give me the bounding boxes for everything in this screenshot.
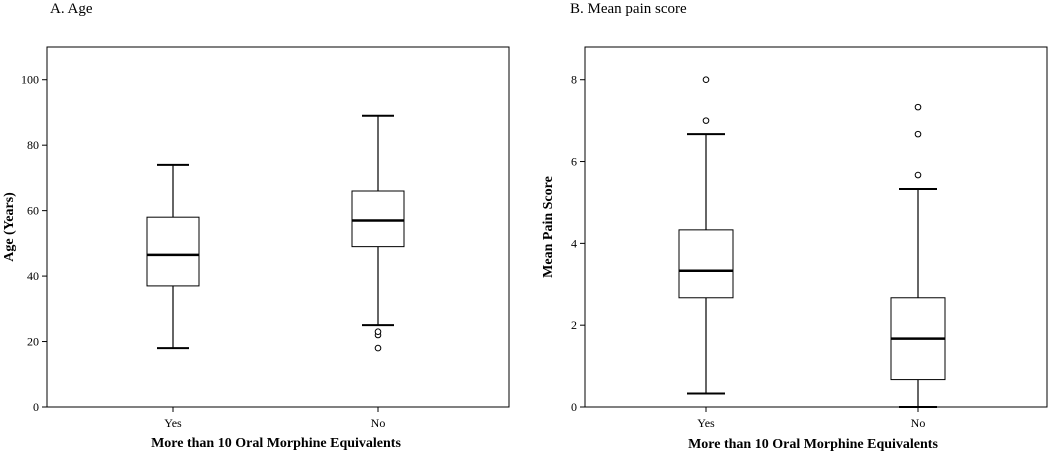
panel-b-x-axis-label: More than 10 Oral Morphine Equivalents: [688, 437, 938, 452]
y-tick-label: 20: [27, 335, 39, 349]
outlier-point: [914, 171, 922, 179]
y-tick-label: 6: [571, 155, 577, 169]
iqr-box: [351, 190, 405, 248]
box-no: [890, 103, 946, 408]
y-tick-label: 60: [27, 204, 39, 218]
y-tick-label: 100: [21, 73, 39, 87]
box-yes: [678, 76, 734, 395]
panel-b-y-axis: 0 2 4 6 8: [571, 73, 585, 414]
y-tick-label: 2: [571, 318, 577, 332]
y-tick-label: 40: [27, 269, 39, 283]
panel-a: A. Age 0 20 40 60 80 100 Yes No More than 10 O…: [2, 1, 510, 451]
panel-a-y-axis-label: Age (Years): [2, 192, 17, 262]
panel-a-boxes: [146, 114, 405, 352]
panel-b-boxes: [678, 76, 946, 408]
panel-a-plot-frame: [46, 46, 510, 408]
panel-a-title: A. Age: [50, 1, 93, 17]
panel-b-x-axis: Yes No: [697, 407, 925, 430]
panel-a-y-axis: 0 20 40 60 80 100: [21, 73, 47, 414]
y-tick-label: 0: [571, 400, 577, 414]
iqr-box: [146, 216, 200, 287]
y-tick-label: 8: [571, 73, 577, 87]
x-tick-label: Yes: [164, 416, 182, 430]
panel-b-plot-frame: [584, 46, 1048, 408]
panel-a-x-axis-label: More than 10 Oral Morphine Equivalents: [151, 436, 401, 451]
panel-b: B. Mean pain score 0 2 4 6 8 Yes No More than…: [541, 1, 1048, 452]
iqr-box: [678, 229, 734, 299]
y-tick-label: 4: [571, 236, 577, 250]
box-yes: [146, 163, 200, 350]
outlier-point: [914, 130, 922, 138]
box-no: [351, 114, 405, 352]
outlier-point: [374, 344, 382, 352]
x-tick-label: No: [371, 416, 386, 430]
x-tick-label: Yes: [697, 416, 715, 430]
x-tick-label: No: [911, 416, 926, 430]
panel-a-x-axis: Yes No: [164, 407, 385, 430]
panel-b-title: B. Mean pain score: [570, 1, 687, 17]
panel-b-y-axis-label: Mean Pain Score: [541, 176, 556, 278]
y-tick-label: 0: [33, 400, 39, 414]
outlier-point: [702, 117, 710, 124]
outlier-point: [374, 328, 382, 336]
y-tick-label: 80: [27, 138, 39, 152]
outlier-point: [914, 103, 922, 111]
outlier-point: [702, 76, 710, 84]
